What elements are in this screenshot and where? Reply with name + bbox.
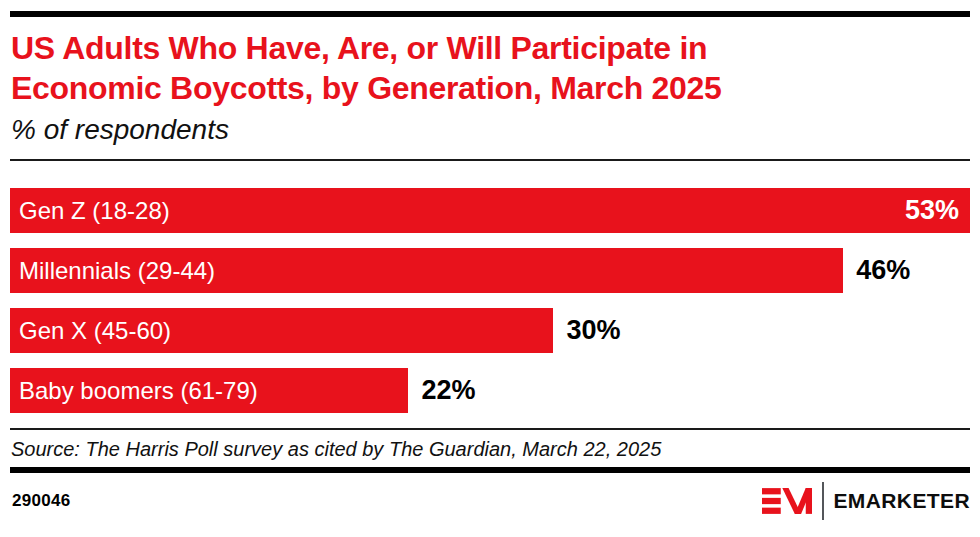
- bar-category-label: Baby boomers (61-79): [19, 377, 258, 405]
- bar-category-label: Gen Z (18-28): [19, 197, 170, 225]
- emarketer-logo: EMARKETER: [762, 482, 970, 520]
- bar: Baby boomers (61-79): [10, 368, 408, 413]
- bar-chart: Gen Z (18-28) 53% Millennials (29-44) 46% Ge…: [10, 188, 970, 413]
- chart-card: US Adults Who Have, Are, or Will Partici…: [0, 11, 980, 537]
- chart-title: US Adults Who Have, Are, or Will Partici…: [11, 28, 970, 108]
- bar-category-label: Millennials (29-44): [19, 257, 215, 285]
- footer: 290046 EMARKETER: [10, 481, 970, 521]
- bar-value-label: 30%: [566, 315, 620, 346]
- logo-divider: [822, 482, 824, 520]
- bottom-border-bar: [10, 467, 970, 473]
- bar-row: Gen Z (18-28) 53%: [10, 188, 970, 233]
- chart-subtitle: % of respondents: [11, 114, 970, 146]
- bar: Gen Z (18-28) 53%: [10, 188, 970, 233]
- bar-value-label: 22%: [421, 375, 475, 406]
- source-note: Source: The Harris Poll survey as cited …: [11, 436, 970, 462]
- bar-row: Baby boomers (61-79) 22%: [10, 368, 970, 413]
- bar-value-label: 53%: [905, 195, 970, 226]
- brand-name: EMARKETER: [833, 489, 970, 513]
- source-divider: [10, 428, 970, 430]
- chart-id: 290046: [12, 491, 71, 511]
- bar-row: Millennials (29-44) 46%: [10, 248, 970, 293]
- emarketer-logo-icon: [762, 484, 812, 518]
- chart-title-line-2: Economic Boycotts, by Generation, March …: [11, 68, 970, 108]
- bar-value-label: 46%: [856, 255, 910, 286]
- bar-category-label: Gen X (45-60): [19, 317, 171, 345]
- chart-title-line-1: US Adults Who Have, Are, or Will Partici…: [11, 28, 970, 68]
- header-divider: [10, 159, 970, 161]
- bar: Millennials (29-44): [10, 248, 843, 293]
- top-border-bar: [10, 11, 970, 17]
- bar: Gen X (45-60): [10, 308, 553, 353]
- bar-row: Gen X (45-60) 30%: [10, 308, 970, 353]
